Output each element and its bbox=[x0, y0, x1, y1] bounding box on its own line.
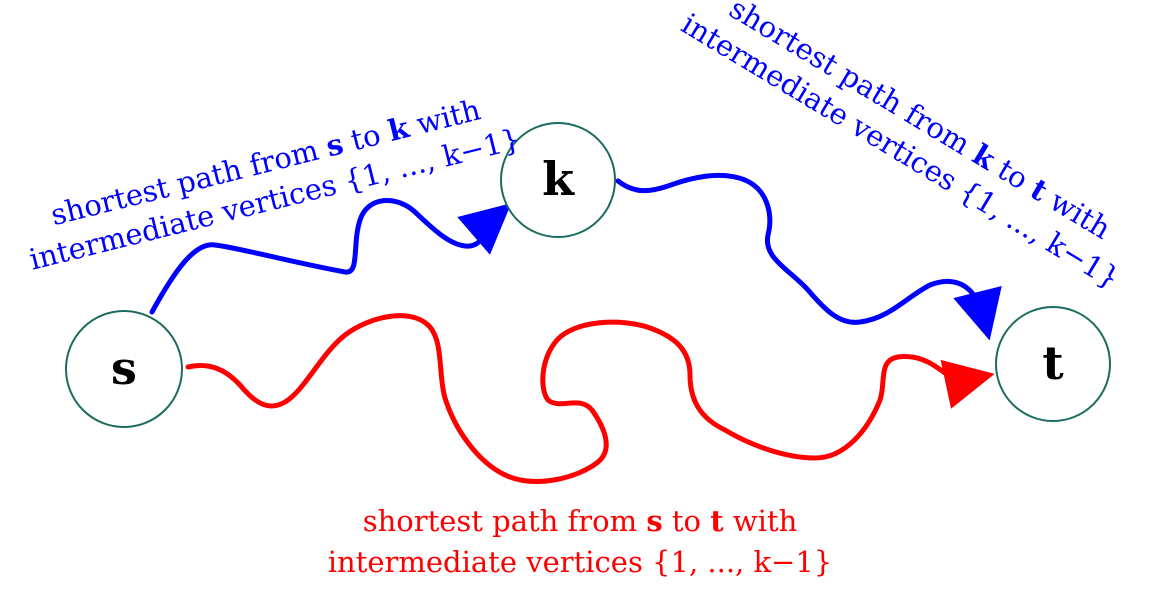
label-s-to-k: shortest path from s to k with intermedi… bbox=[26, 92, 524, 276]
node-s: s bbox=[65, 310, 183, 428]
label-s-to-t: shortest path from s to t with intermedi… bbox=[328, 504, 833, 579]
node-k: k bbox=[500, 122, 616, 238]
path-k-to-t bbox=[615, 172, 1002, 341]
node-t-label: t bbox=[1042, 336, 1064, 390]
path-s-to-t bbox=[185, 313, 995, 484]
node-t: t bbox=[995, 306, 1111, 422]
label-s-to-t-line1: shortest path from s to t with bbox=[363, 504, 798, 538]
label-k-to-t: shortest path from k to t with intermedi… bbox=[676, 0, 1126, 296]
label-k-to-t-line1: shortest path from k to t with bbox=[724, 0, 1117, 246]
node-s-label: s bbox=[111, 341, 137, 395]
label-k-to-t-line2: intermediate vertices {1, ..., k−1} bbox=[676, 7, 1126, 296]
path-s-to-k bbox=[149, 198, 512, 315]
label-s-to-t-line2: intermediate vertices {1, ..., k−1} bbox=[328, 545, 833, 579]
node-k-label: k bbox=[542, 152, 575, 206]
